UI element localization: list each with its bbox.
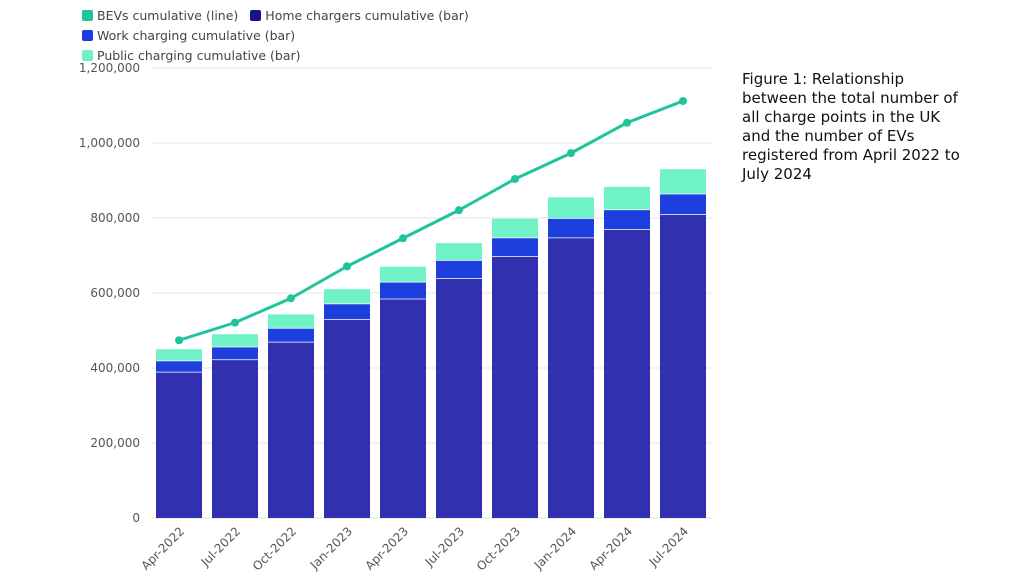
bar-work-charging bbox=[380, 281, 426, 299]
x-tick-label: Jan-2023 bbox=[307, 524, 355, 572]
x-tick-label: Oct-2023 bbox=[474, 524, 523, 573]
legend-item: Public charging cumulative (bar) bbox=[82, 46, 301, 65]
legend-label: Public charging cumulative (bar) bbox=[97, 48, 301, 63]
legend-swatch bbox=[82, 10, 93, 21]
bar-home-chargers bbox=[156, 371, 202, 518]
bev-line-point bbox=[175, 336, 183, 345]
x-tick-label: Oct-2022 bbox=[250, 524, 299, 573]
bar-home-chargers bbox=[268, 341, 314, 518]
legend-swatch bbox=[82, 50, 93, 61]
y-tick-label: 800,000 bbox=[90, 211, 140, 225]
legend-label: BEVs cumulative (line) bbox=[97, 8, 239, 23]
figure-caption: Figure 1: Relationship between the total… bbox=[742, 70, 960, 183]
bar-home-chargers bbox=[492, 256, 538, 518]
bar-public-charging bbox=[548, 197, 594, 218]
bar-home-chargers bbox=[380, 298, 426, 518]
x-tick-label: Jul-2023 bbox=[422, 524, 468, 570]
bar-home-chargers bbox=[436, 278, 482, 518]
bar-public-charging bbox=[604, 186, 650, 210]
bar-home-chargers bbox=[324, 319, 370, 518]
legend-item: Home chargers cumulative (bar) bbox=[250, 6, 469, 25]
y-tick-label: 600,000 bbox=[90, 286, 140, 300]
bar-public-charging bbox=[436, 243, 482, 260]
bar-home-chargers bbox=[660, 214, 706, 518]
bev-line-point bbox=[679, 97, 687, 105]
bev-line-point bbox=[231, 318, 239, 327]
legend-item: Work charging cumulative (bar) bbox=[82, 26, 295, 45]
bar-work-charging bbox=[324, 303, 370, 320]
bar-public-charging bbox=[212, 334, 258, 347]
legend-label: Work charging cumulative (bar) bbox=[97, 28, 296, 43]
bar-public-charging bbox=[492, 218, 538, 238]
legend-swatch bbox=[82, 30, 93, 41]
x-tick-label: Jan-2024 bbox=[531, 524, 579, 572]
x-tick-label: Apr-2022 bbox=[138, 524, 187, 573]
bar-public-charging bbox=[268, 314, 314, 328]
y-tick-label: 0 bbox=[132, 511, 140, 525]
legend: BEVs cumulative (line) Home chargers cumu… bbox=[82, 6, 702, 66]
legend-label: Home chargers cumulative (bar) bbox=[265, 8, 469, 23]
bar-public-charging bbox=[156, 349, 202, 361]
y-axis: 0 200,000 400,000 600,000 800,000 1,000,000 1,… bbox=[79, 61, 140, 525]
x-tick-label: Apr-2024 bbox=[586, 524, 635, 573]
bar-public-charging bbox=[324, 289, 370, 304]
y-tick-label: 200,000 bbox=[90, 436, 140, 450]
bar-work-charging bbox=[548, 218, 594, 238]
x-axis: Apr-2022 Jul-2022 Oct-2022 Jan-2023 Apr-2023… bbox=[138, 524, 691, 573]
bev-line-point bbox=[455, 206, 463, 215]
bar-public-charging bbox=[380, 266, 426, 282]
bev-line-path bbox=[178, 99, 684, 342]
legend-item: BEVs cumulative (line) bbox=[82, 6, 238, 25]
bev-line-point bbox=[287, 294, 295, 303]
bar-work-charging bbox=[436, 260, 482, 278]
bev-line-point bbox=[623, 118, 631, 127]
bar-work-charging bbox=[156, 360, 202, 372]
x-tick-label: Jul-2022 bbox=[198, 524, 244, 570]
bar-work-charging bbox=[268, 327, 314, 342]
bev-line bbox=[175, 97, 687, 345]
bar-home-chargers bbox=[604, 229, 650, 518]
bar-work-charging bbox=[492, 237, 538, 257]
x-tick-label: Apr-2023 bbox=[362, 524, 411, 573]
bar-work-charging bbox=[212, 346, 258, 360]
bar-public-charging bbox=[660, 169, 706, 194]
y-tick-label: 1,200,000 bbox=[79, 61, 140, 75]
bar-home-chargers bbox=[212, 359, 258, 518]
bar-work-charging bbox=[660, 193, 706, 215]
bev-line-point bbox=[399, 234, 407, 243]
bev-line-point bbox=[511, 175, 519, 183]
bev-line-point bbox=[567, 149, 575, 158]
bars bbox=[156, 169, 706, 518]
y-tick-label: 400,000 bbox=[90, 361, 140, 375]
bar-home-chargers bbox=[548, 237, 594, 518]
legend-swatch bbox=[250, 10, 262, 21]
x-tick-label: Jul-2024 bbox=[646, 524, 692, 570]
bar-work-charging bbox=[604, 209, 650, 230]
y-tick-label: 1,000,000 bbox=[79, 136, 140, 150]
bev-line-point bbox=[343, 262, 351, 271]
